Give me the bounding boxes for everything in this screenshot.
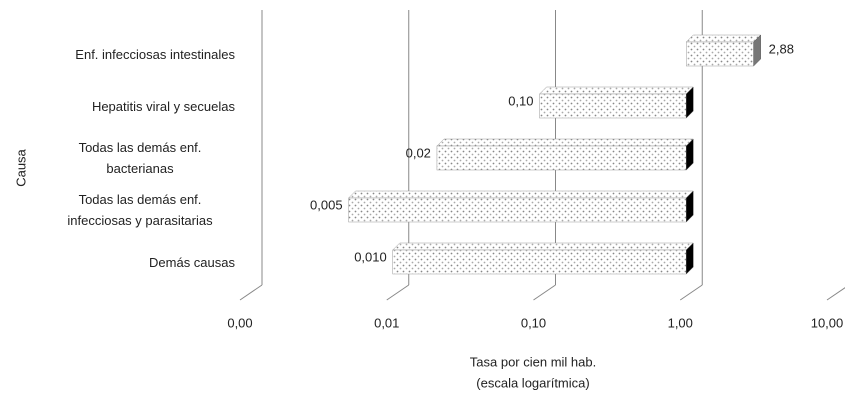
bar-end xyxy=(686,138,694,171)
bar-end xyxy=(753,34,761,67)
bar xyxy=(685,34,762,67)
y-tick-label: Todas las demás enf. infecciosas y paras… xyxy=(20,188,235,232)
bar-end xyxy=(686,86,694,119)
data-label: 0,005 xyxy=(310,197,343,212)
bar-face xyxy=(436,145,687,171)
bar xyxy=(347,190,694,223)
bar xyxy=(436,138,694,171)
x-tick-label: 0,01 xyxy=(374,315,399,330)
data-label: 0,10 xyxy=(508,93,533,108)
y-tick-label: Hepatitis viral y secuelas xyxy=(20,84,235,128)
floor-line xyxy=(533,284,556,301)
category-text: Hepatitis viral y secuelas xyxy=(91,98,235,114)
bar-top xyxy=(538,86,694,95)
x-tick-label: 10,00 xyxy=(811,315,844,330)
bar-face xyxy=(348,197,687,223)
y-tick-label: Enf. infecciosas intestinales xyxy=(20,32,235,76)
y-tick-label: Todas las demás enf. bacterianas xyxy=(20,136,235,180)
category-text: Enf. infecciosas intestinales xyxy=(75,46,235,62)
bar-end xyxy=(686,242,694,275)
bar-end xyxy=(686,190,694,223)
category-text: Todas las demás enf. bacterianas xyxy=(78,140,202,176)
floor-line xyxy=(826,287,845,301)
floor-line xyxy=(679,284,703,301)
bar-top xyxy=(436,138,694,147)
data-label: 2,88 xyxy=(769,41,794,56)
bar xyxy=(538,86,694,119)
bar-face xyxy=(539,93,687,119)
floor-line xyxy=(386,284,410,301)
bar-top xyxy=(392,242,694,251)
floor-line xyxy=(239,284,263,301)
x-tick-label: 0,00 xyxy=(227,315,252,330)
bar-face xyxy=(392,249,687,275)
data-label: 0,02 xyxy=(406,145,431,160)
bar xyxy=(392,242,694,275)
y-tick-label: Demás causas xyxy=(20,240,235,284)
x-tick-label: 0,10 xyxy=(521,315,546,330)
x-axis-title: (escala logarítmica) xyxy=(476,375,589,390)
y-axis-title: Causa xyxy=(13,148,28,186)
bar-top xyxy=(685,34,762,43)
category-text: Demás causas xyxy=(149,254,235,270)
bar-top xyxy=(347,190,694,199)
x-axis-title: Tasa por cien mil hab. xyxy=(470,354,596,369)
x-tick-label: 1,00 xyxy=(668,315,693,330)
bar-face xyxy=(686,41,754,67)
data-label: 0,010 xyxy=(354,249,387,264)
category-text: Todas las demás enf. infecciosas y paras… xyxy=(67,192,213,228)
